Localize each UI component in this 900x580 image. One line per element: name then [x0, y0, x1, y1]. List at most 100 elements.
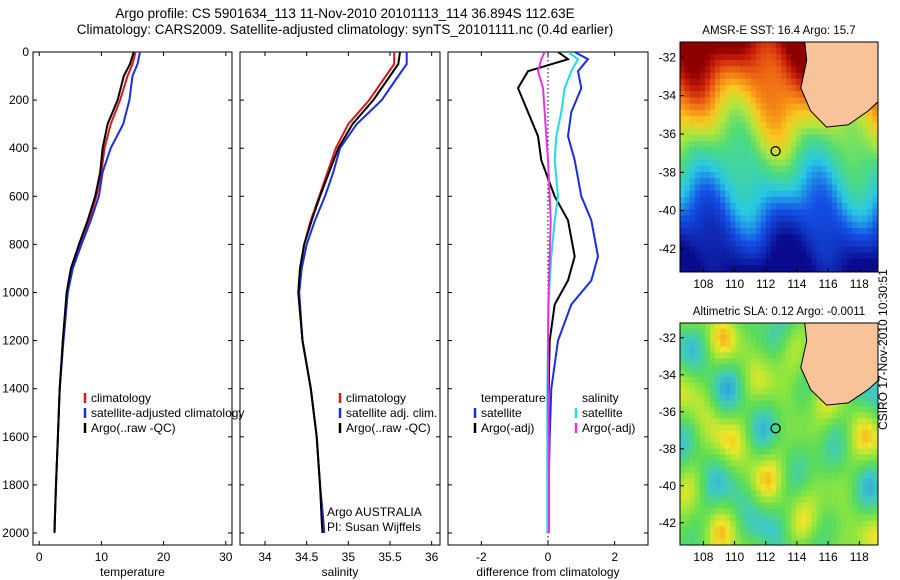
sst-map-cell: [735, 240, 742, 248]
sst-map-cell: [796, 184, 803, 192]
sla-map-cell: [775, 538, 783, 545]
sst-map-cell: [796, 53, 803, 62]
sla-map-cell: [760, 382, 767, 390]
sst-map-cell: [872, 140, 878, 149]
sla-map-cell: [760, 472, 767, 480]
sla-map-cell: [826, 418, 833, 426]
sla-map-cell: [699, 406, 706, 414]
sst-map-cell: [720, 134, 727, 142]
sst-map-cell: [781, 72, 788, 80]
sst-map-cell: [699, 109, 706, 118]
sla-map-cell: [847, 436, 854, 444]
sst-map-cell: [704, 159, 712, 167]
sst-map-cell: [720, 240, 727, 248]
sst-map-cell: [745, 271, 752, 272]
sla-map-cell: [852, 532, 859, 540]
argo-annotation-line2: PI: Susan Wijffels: [327, 520, 421, 534]
sla-map-cell: [755, 526, 762, 534]
sla-map-cell: [760, 490, 767, 498]
sst-map-cell: [831, 221, 838, 230]
sst-map-cell: [867, 227, 874, 236]
sst-map-cell: [694, 172, 701, 180]
sst-map-cell: [680, 140, 686, 149]
sst-map-cell: [699, 203, 706, 211]
sla-map-cell: [755, 334, 762, 342]
sst-map-cell: [689, 72, 696, 80]
sla-map-cell: [852, 412, 859, 420]
sla-map-cell: [852, 424, 859, 432]
sla-map-cell: [847, 496, 854, 504]
sst-map-cell: [720, 234, 727, 242]
sst-map-cell: [831, 140, 838, 149]
sst-map-cell: [725, 60, 732, 68]
sst-map-cell: [801, 178, 808, 186]
sla-map-cell: [760, 358, 767, 366]
sst-map-cell: [699, 234, 706, 242]
sst-map-cell: [852, 234, 859, 242]
sla-map-cell: [745, 538, 752, 545]
sst-map-cell: [841, 190, 849, 198]
sst-map-cell: [740, 78, 747, 87]
sla-map-cell: [770, 352, 778, 360]
sst-map-cell: [720, 42, 727, 49]
sst-map-cell: [735, 128, 742, 136]
sst-map-cell: [770, 122, 778, 130]
sla-map-cell: [680, 394, 686, 402]
sla-map-cell: [857, 520, 864, 528]
sla-map-cell: [796, 490, 803, 498]
sla-map-cell: [740, 436, 747, 444]
sla-map-cell: [796, 538, 803, 545]
diff-temperature-legend-label: satellite: [481, 406, 522, 420]
sla-map-cell: [760, 460, 767, 468]
sla-map-cell: [786, 442, 793, 450]
sst-map-cell: [781, 246, 788, 254]
sla-map-cell: [872, 466, 878, 474]
sst-map-cell: [862, 128, 869, 136]
sla-map-cell: [755, 364, 762, 372]
sla-map-cell: [801, 460, 808, 468]
sla-map-cell: [765, 460, 772, 468]
sst-map-cell: [847, 221, 854, 230]
sla-map-cell: [821, 478, 828, 486]
sla-map-cell: [781, 460, 788, 468]
sst-map-cell: [680, 47, 686, 55]
sst-map-cell: [689, 116, 696, 124]
sla-map-cell: [715, 370, 722, 378]
sla-map-cell: [872, 484, 878, 492]
sla-map-cell: [745, 394, 752, 402]
sla-map-cell: [755, 346, 762, 354]
sst-map-cell: [680, 259, 686, 267]
sla-map-cell: [801, 502, 808, 510]
sla-map-cell: [796, 328, 803, 336]
sst-map-cell: [715, 140, 722, 149]
sla-map-cell: [816, 430, 823, 438]
sst-map-cell: [872, 147, 878, 155]
sla-map-cell: [796, 502, 803, 510]
sla-map-cell: [806, 388, 813, 396]
sla-map-cell: [852, 472, 859, 480]
sla-map-cell: [760, 394, 767, 402]
sla-map-cell: [694, 460, 701, 468]
sla-map-cell: [760, 484, 767, 492]
sst-map-cell: [689, 203, 696, 211]
sst-map-cell: [735, 184, 742, 192]
sla-map-cell: [735, 430, 742, 438]
sst-map-cell: [831, 196, 838, 205]
sla-map-cell: [796, 448, 803, 456]
sst-map-cell: [715, 196, 722, 205]
sst-map-cell: [704, 122, 712, 130]
sla-map-cell: [801, 478, 808, 486]
sst-map-cell: [847, 178, 854, 186]
sst-map-cell: [725, 159, 732, 167]
sst-map-cell: [816, 246, 823, 254]
sla-map-cell: [811, 532, 818, 540]
sla-map-cell: [791, 424, 798, 432]
sla-map-cell: [725, 364, 732, 372]
sst-map-cell: [720, 209, 727, 217]
sst-map-cell: [715, 227, 722, 236]
sst-map-cell: [760, 184, 767, 192]
sla-map-cell: [775, 340, 783, 348]
sst-map-cell: [745, 153, 752, 161]
sst-map-cell: [765, 246, 772, 254]
salinity-panel-xtick-label: 36: [425, 550, 439, 564]
